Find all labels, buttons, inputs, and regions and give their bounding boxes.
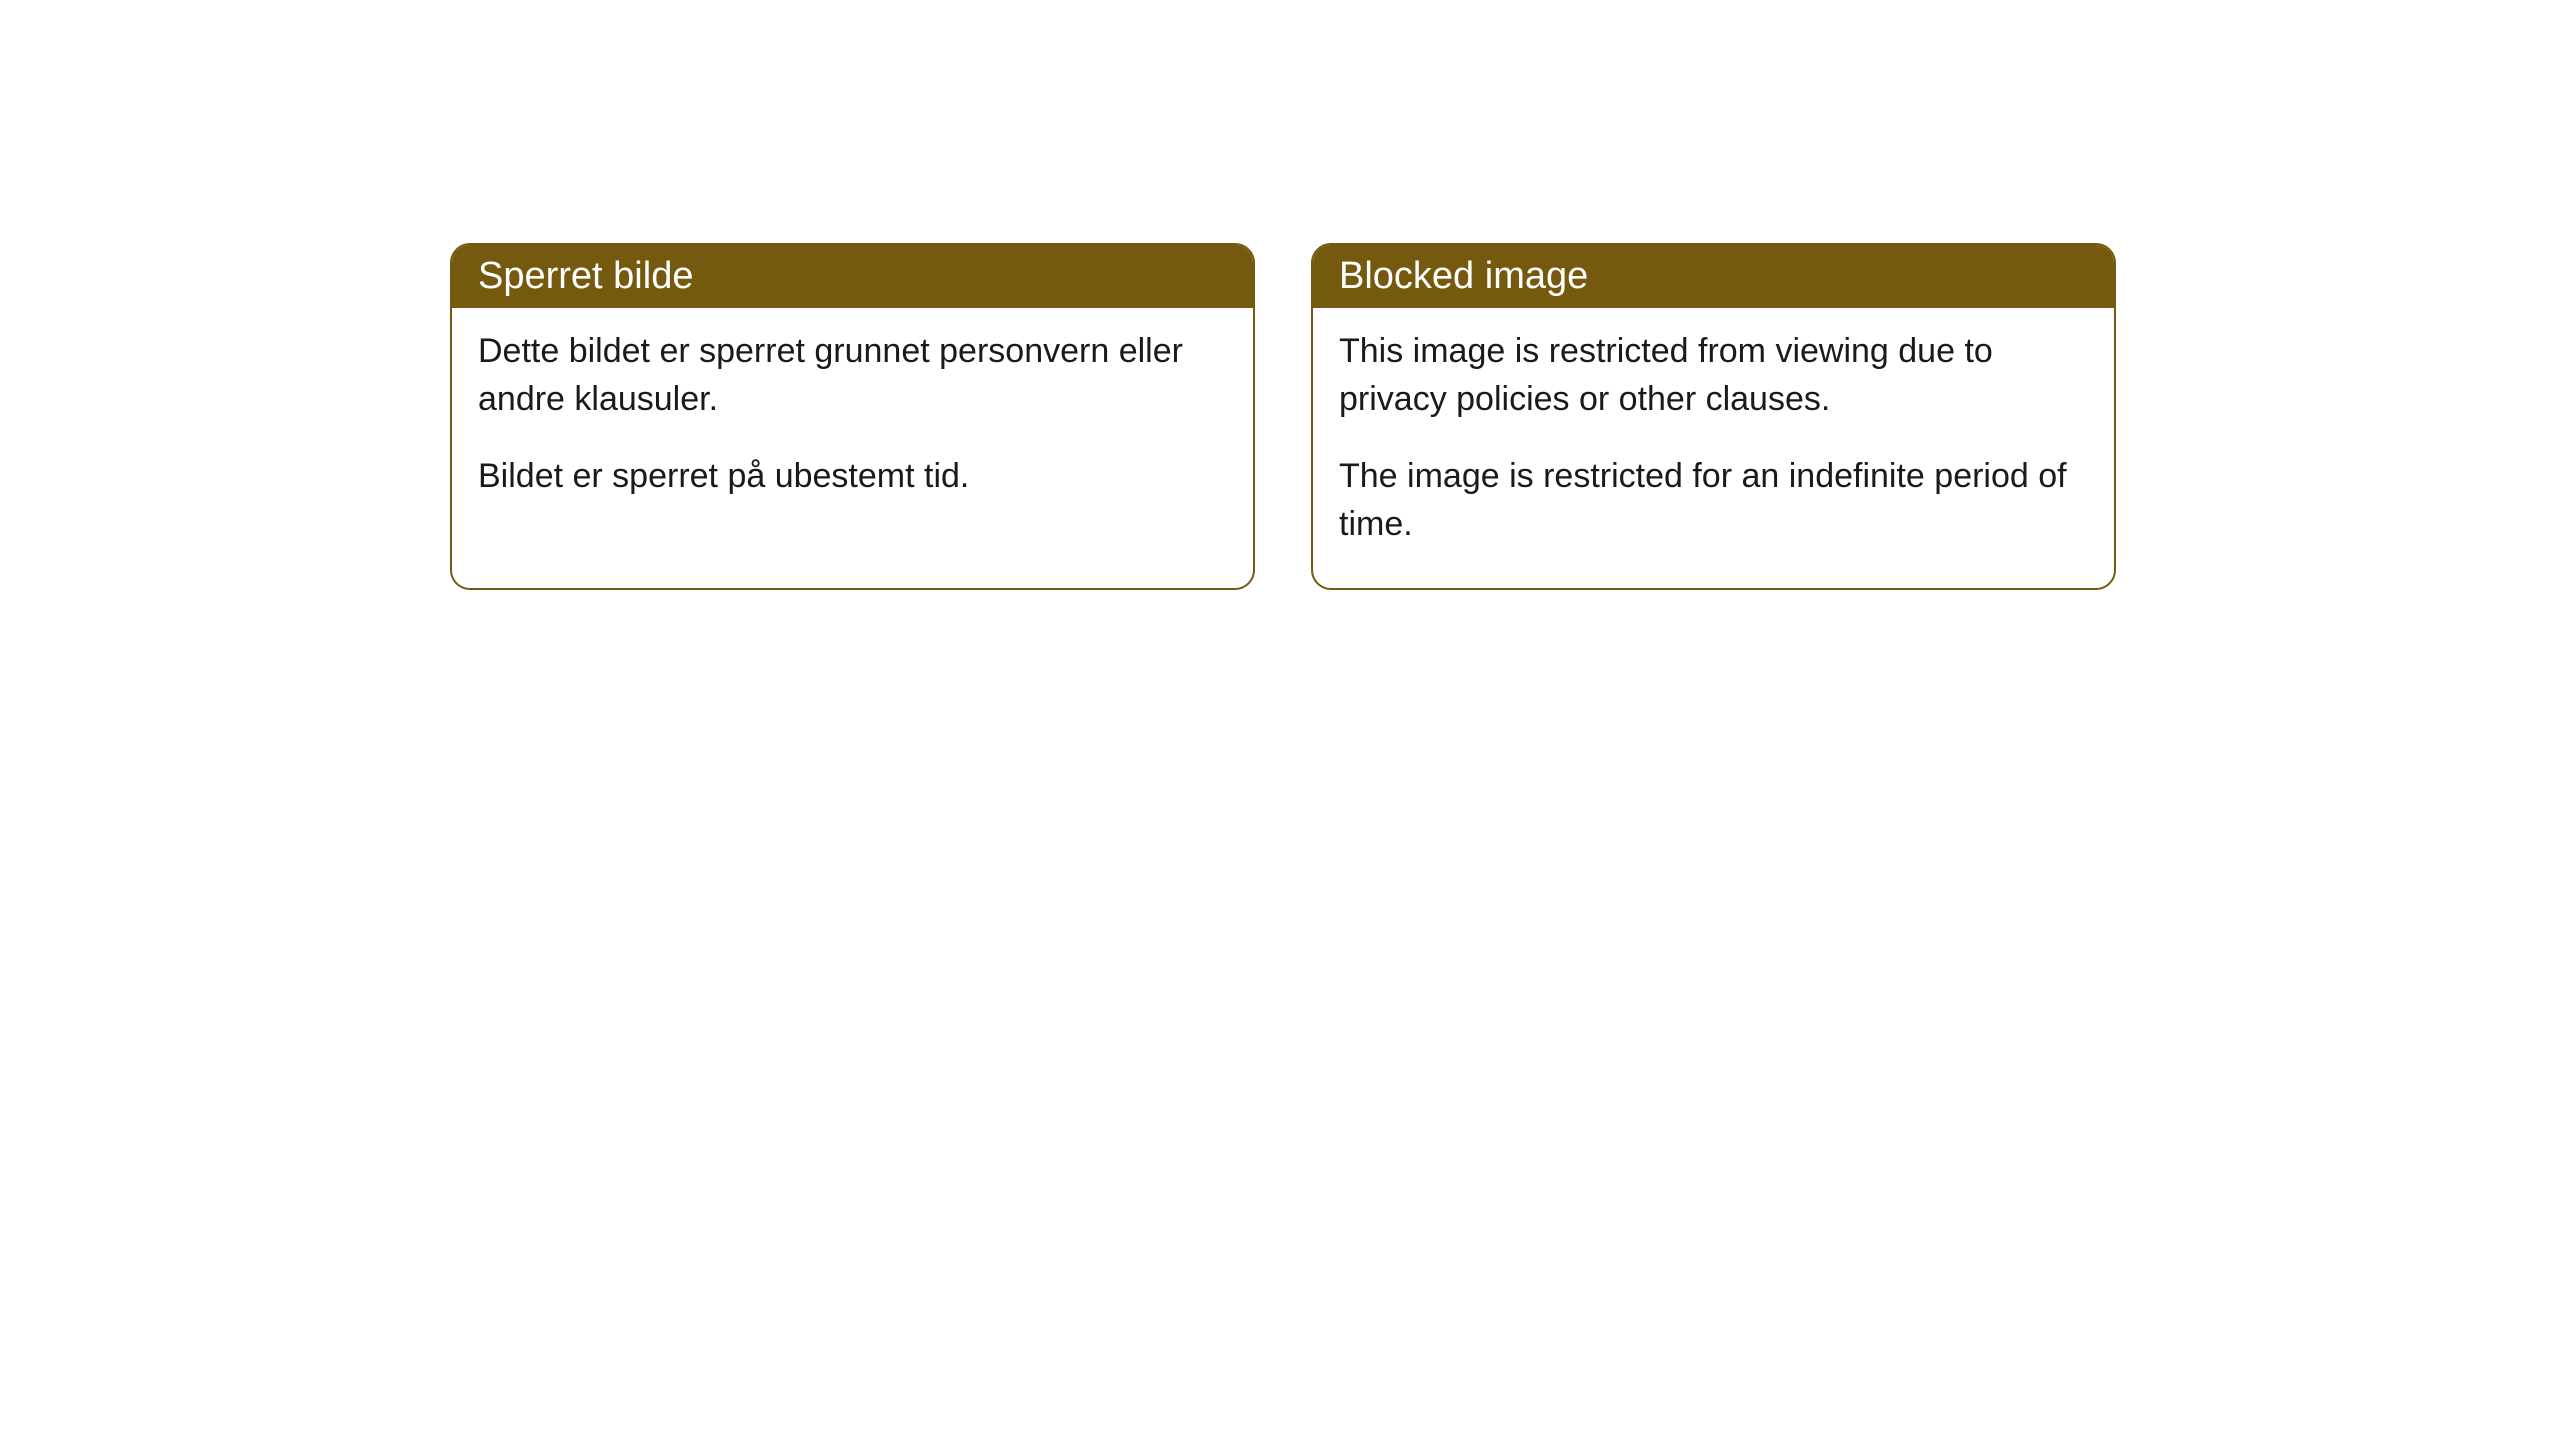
card-header-norwegian: Sperret bilde <box>452 245 1253 308</box>
card-header-english: Blocked image <box>1313 245 2114 308</box>
card-title: Blocked image <box>1339 255 1588 297</box>
card-english: Blocked image This image is restricted f… <box>1311 243 2116 590</box>
card-paragraph: Bildet er sperret på ubestemt tid. <box>478 453 1227 501</box>
card-paragraph: Dette bildet er sperret grunnet personve… <box>478 328 1227 423</box>
card-title: Sperret bilde <box>478 255 693 297</box>
cards-container: Sperret bilde Dette bildet er sperret gr… <box>450 243 2560 590</box>
card-body-english: This image is restricted from viewing du… <box>1313 308 2114 588</box>
card-paragraph: This image is restricted from viewing du… <box>1339 328 2088 423</box>
card-body-norwegian: Dette bildet er sperret grunnet personve… <box>452 308 1253 541</box>
card-norwegian: Sperret bilde Dette bildet er sperret gr… <box>450 243 1255 590</box>
card-paragraph: The image is restricted for an indefinit… <box>1339 453 2088 548</box>
